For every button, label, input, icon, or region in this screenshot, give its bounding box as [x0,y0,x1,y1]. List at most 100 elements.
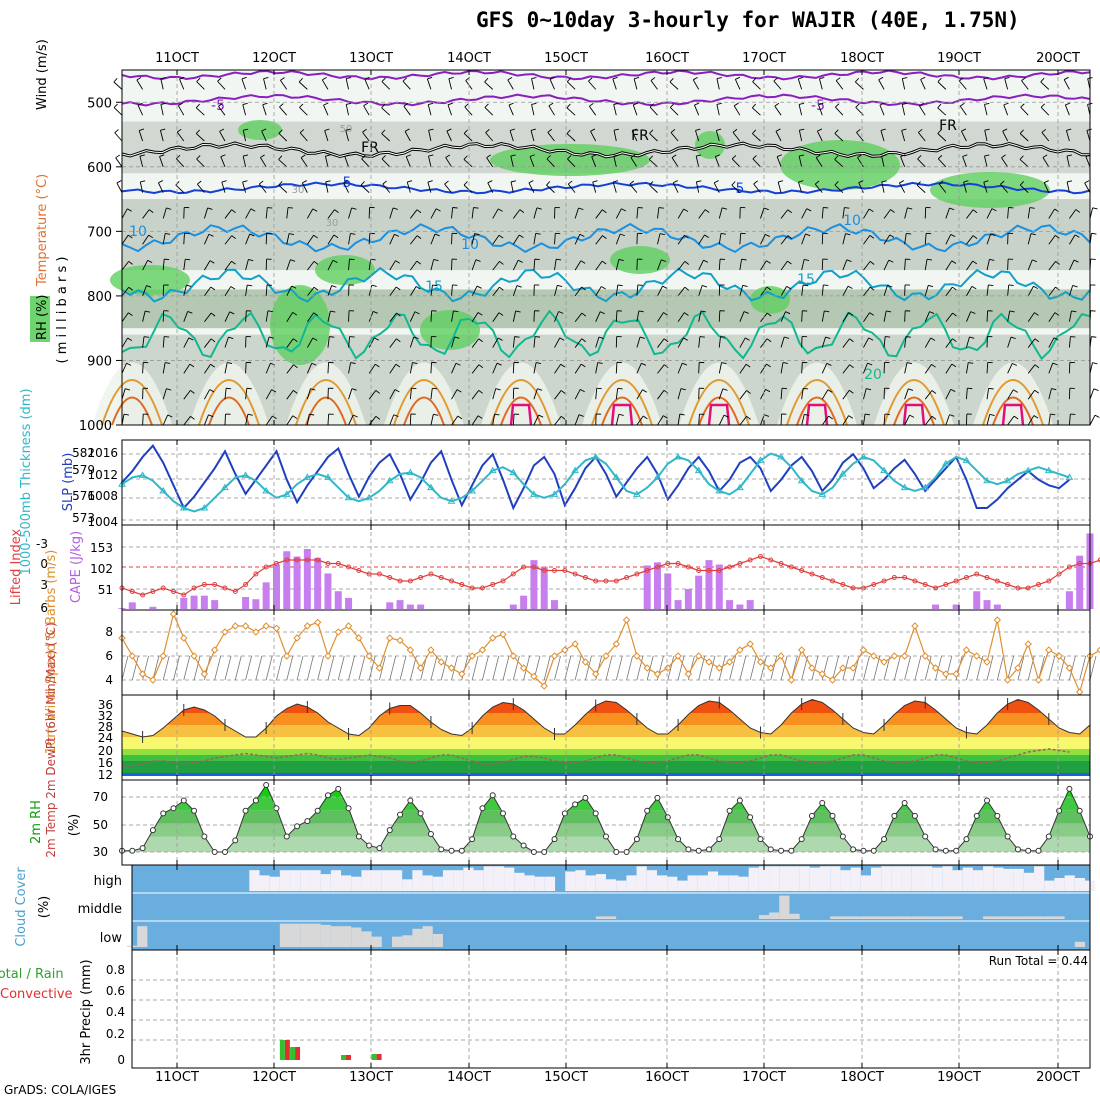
wind-barb [698,259,704,271]
rh-high-patch [490,144,650,176]
wind-speed-point [1003,676,1012,684]
wind-barb-feather [669,77,674,83]
wind-barb [924,390,933,400]
surface-wind-barb [749,655,757,681]
wind-barb [574,234,581,245]
wind-barb [447,104,452,116]
thickness-point [838,470,847,477]
wind-barb [966,311,972,322]
wind-barb [492,286,500,297]
wind-barb-feather [988,284,994,287]
wind-barb-feather [684,261,690,265]
surface-wind-barb [986,655,994,681]
surface-wind-barb [543,655,551,681]
wind-barb [863,337,870,348]
surface-wind-barb [976,655,984,681]
surface-wind-barb [317,655,325,681]
wind-barb-feather [787,260,792,265]
wind-barb-feather [189,363,195,368]
rh-high-patch [270,285,330,365]
rh-point [994,812,1001,819]
wind-barb-feather [128,312,133,317]
wind-barb-feather [231,260,236,265]
wind-barb [242,130,247,142]
wind-barb-feather [190,390,195,394]
precip-ylabel: 3hr Precip (mm) [79,959,94,1064]
wind-barb [427,104,432,116]
wind-barb-feather [1093,388,1099,391]
wind-barb [492,388,497,400]
wind-barb-feather [567,180,573,185]
wind-barb [739,233,742,245]
wind-barb [451,389,458,400]
wind-barb [718,310,721,322]
rh-point [427,830,434,837]
wind-barb [203,234,210,245]
wind-barb [834,184,844,193]
wind-barb-feather [394,389,400,393]
temperature-contour-minus10 [121,69,1091,81]
wind-barb-feather [824,310,830,313]
wind-barb-feather [805,233,811,237]
wind-barb [444,183,452,193]
lifted-index-point [170,589,176,594]
thickness-point [488,466,497,474]
thickness-point [633,490,641,497]
wind-barb-feather [427,76,433,80]
wind-speed-point [550,652,559,660]
wind-barb [966,260,974,271]
lifted-index-point [191,585,197,591]
wind-barb [595,209,603,219]
wind-barb [718,233,722,245]
wind-barb [224,413,226,426]
wind-barb-feather [1003,102,1009,106]
wind-barb [547,132,555,142]
cape-bar [540,566,548,609]
wind-barb-feather [819,77,825,80]
upper-air-ylabel-sub: ( m i l l i b a r s ) [55,257,70,364]
lifted-index-point [160,585,166,591]
lifted-index-point [263,564,269,570]
wind-barb-feather [920,76,926,80]
wind-barb [801,208,808,219]
rh-point [397,811,404,818]
wind-barb-feather [715,154,721,157]
temp-fill [122,699,1090,776]
wind-barb [945,234,952,245]
wind-barb [1027,389,1035,400]
contour-label: 15 [425,279,443,295]
wind-barb [265,363,271,374]
wind-barb-feather [416,235,422,240]
surface-wind-barb [729,655,736,681]
wind-barb-feather [732,128,738,133]
wind-barb-feather [250,208,256,212]
cloud-high-bar [1023,872,1035,891]
wind-barb-feather [752,155,757,160]
wind-barb [121,312,129,322]
wind-barb-feather [139,128,145,131]
cloud-high-bar [320,874,331,891]
cloud-middle-bar [983,916,994,919]
wind-barb-feather [766,286,772,291]
wind-barb-feather [961,128,967,132]
lifted-index-point [521,564,527,570]
surface-wind-barb [1089,655,1097,681]
wind-barb-feather [968,362,974,364]
wind-barb [945,389,952,400]
wind-barb [492,261,500,271]
ylabel-convective: Convective [0,987,73,1002]
cloud-high-bar [381,870,392,891]
wind-barb [121,234,129,245]
temperature-contour-25 [688,379,750,426]
wind-barb-feather [499,286,504,291]
wind-barb-feather [693,76,698,81]
temperature-contour-35 [902,403,926,426]
wind-barb-feather [638,310,644,313]
wind-barb-feather [858,180,864,184]
wind-barb-feather [702,285,708,288]
wind-barb [381,158,391,168]
wind-barb [1003,104,1009,116]
wind-barb-feather [178,102,183,107]
surface-wind-barb [739,655,747,681]
cape-bar [993,604,1001,609]
